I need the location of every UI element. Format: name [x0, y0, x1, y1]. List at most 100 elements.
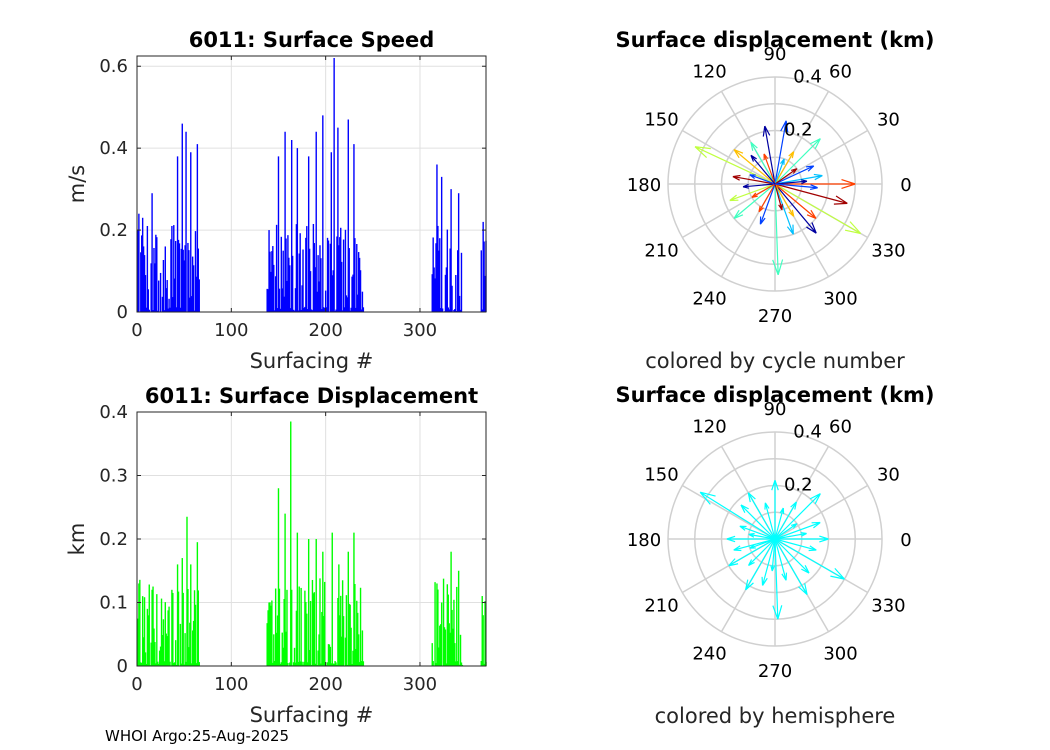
compass-cycle-arrow: [763, 153, 776, 185]
compass-cycle-angle-label: 120: [692, 62, 726, 83]
compass-hemisphere-arrow: [774, 538, 788, 581]
compass-cycle-angle-label: 30: [877, 110, 900, 131]
compass-cycle-arrow: [774, 151, 795, 185]
compass-cycle-arrow: [774, 173, 823, 185]
compass-cycle-arrow: [774, 183, 794, 235]
compass-hemisphere-angle-label: 30: [877, 465, 900, 486]
speed-panel: 0 100 200 300 0 0.2 0.4 0.6 6011: Surface Speed S…: [65, 28, 487, 373]
compass-cycle-arrow: [749, 174, 776, 185]
compass-cycle-arrow: [774, 168, 798, 185]
compass-cycle-arrow: [774, 183, 818, 191]
compass-cycle-arrow: [774, 158, 785, 185]
compass-hemisphere-arrow: [748, 532, 776, 540]
compass-hemisphere-angle-label: 60: [829, 417, 852, 438]
displacement-ytick-label: 0.4: [99, 402, 128, 423]
speed-title: 6011: Surface Speed: [189, 28, 435, 52]
compass-hemisphere-arrow: [771, 479, 779, 539]
compass-hemisphere-arrow: [774, 501, 797, 540]
compass-hemisphere-arrow: [775, 535, 829, 543]
compass-hemisphere-arrow: [774, 538, 808, 596]
speed-xtick-label: 200: [308, 320, 342, 341]
compass-cycle-panel: 0 30 60 90 120 150 180 210 240 270 300 330 0.2 0.4 Sur…: [615, 28, 934, 373]
footer-credit: WHOI Argo:25-Aug-2025: [105, 727, 289, 745]
compass-cycle-arrow: [774, 183, 862, 235]
speed-ytick-label: 0: [117, 302, 128, 323]
compass-cycle-arrow: [774, 138, 821, 185]
compass-cycle-arrow: [774, 183, 795, 217]
displacement-xtick-label: 200: [308, 674, 342, 695]
compass-cycle-subtitle: colored by cycle number: [645, 349, 905, 373]
speed-xtick-label: 0: [131, 320, 142, 341]
compass-cycle-ring-label: 0.2: [784, 119, 813, 140]
compass-cycle-arrow: [751, 183, 776, 198]
compass-cycle-angle-label: 150: [644, 110, 678, 131]
compass-hemisphere-ring: [667, 431, 883, 647]
compass-hemisphere-arrow: [728, 538, 776, 567]
compass-hemisphere-angle-label: 240: [692, 643, 726, 664]
compass-cycle-arrow: [772, 183, 784, 276]
compass-cycle-arrow: [732, 174, 776, 185]
speed-bars: [137, 58, 487, 312]
displacement-xtick-label: 100: [214, 674, 248, 695]
compass-cycle-title: Surface displacement (km): [615, 28, 934, 52]
speed-xlabel: Surfacing #: [250, 349, 374, 373]
compass-hemisphere-panel: 0 30 60 90 120 150 180 210 240 270 300 330 0.2 0.4 Sur…: [615, 383, 934, 728]
compass-cycle-arrow: [774, 165, 815, 185]
speed-ytick-label: 0.6: [99, 56, 128, 77]
compass-cycle-angle-label: 300: [823, 288, 857, 309]
compass-hemisphere-angle-label: 120: [692, 417, 726, 438]
speed-xtick-label: 100: [214, 320, 248, 341]
compass-cycle-arrow: [774, 183, 848, 205]
displacement-xtick-label: 0: [131, 674, 142, 695]
compass-hemisphere-arrow: [774, 521, 821, 540]
compass-cycle-arrow: [729, 183, 776, 202]
compass-hemisphere-arrow: [774, 507, 785, 540]
compass-hemisphere-arrow: [770, 538, 776, 572]
compass-hemisphere-arrow: [764, 502, 776, 540]
compass-hemisphere-vectors: [699, 479, 845, 620]
displacement-ytick-label: 0.1: [99, 593, 128, 614]
compass-hemisphere-angle-label: 0: [900, 530, 911, 551]
displacement-ytick-label: 0: [117, 656, 128, 677]
speed-axes-box: [136, 55, 487, 313]
compass-cycle-arrow: [733, 183, 776, 219]
compass-hemisphere-angle-label: 270: [758, 661, 792, 682]
compass-cycle-ring-label: 0.4: [793, 67, 822, 88]
compass-hemisphere-arrow: [749, 538, 776, 549]
compass-hemisphere-angle-label: 330: [871, 596, 905, 617]
displacement-ytick-label: 0.3: [99, 466, 128, 487]
compass-cycle-arrow: [742, 183, 776, 189]
compass-cycle-angle-label: 90: [764, 44, 787, 65]
compass-hemisphere-arrow: [772, 538, 783, 620]
compass-hemisphere-angle-label: 90: [764, 399, 787, 420]
compass-cycle-angle-label: 180: [627, 175, 661, 196]
compass-cycle-angle-label: 60: [829, 62, 852, 83]
compass-cycle-arrow: [762, 125, 776, 185]
speed-ytick-label: 0.4: [99, 138, 128, 159]
compass-hemisphere-ring-label: 0.2: [784, 474, 813, 495]
compass-hemisphere-arrow: [747, 492, 776, 540]
compass-hemisphere-angle-label: 150: [644, 465, 678, 486]
compass-cycle-ring: [667, 76, 883, 292]
displacement-xtick-label: 300: [403, 674, 437, 695]
speed-xtick-label: 300: [403, 320, 437, 341]
compass-cycle-angle-label: 0: [900, 175, 911, 196]
compass-hemisphere-subtitle: colored by hemisphere: [655, 704, 896, 728]
compass-hemisphere-arrow: [747, 538, 776, 567]
compass-hemisphere-arrow: [699, 491, 776, 540]
compass-hemisphere-arrow: [774, 531, 807, 540]
compass-cycle-angle-label: 270: [758, 306, 792, 327]
displacement-xlabel: Surfacing #: [250, 703, 374, 727]
compass-cycle-arrow: [774, 183, 817, 234]
compass-cycle-vectors: [694, 120, 862, 276]
compass-hemisphere-arrow: [726, 535, 775, 543]
compass-hemisphere-ring: [694, 458, 856, 620]
compass-cycle-arrow: [775, 178, 856, 190]
compass-cycle-arrow: [733, 149, 776, 185]
compass-cycle-angle-label: 240: [692, 288, 726, 309]
compass-hemisphere-angle-label: 300: [823, 643, 857, 664]
compass-hemisphere-arrow: [774, 493, 821, 540]
compass-hemisphere-arrow: [774, 538, 817, 552]
